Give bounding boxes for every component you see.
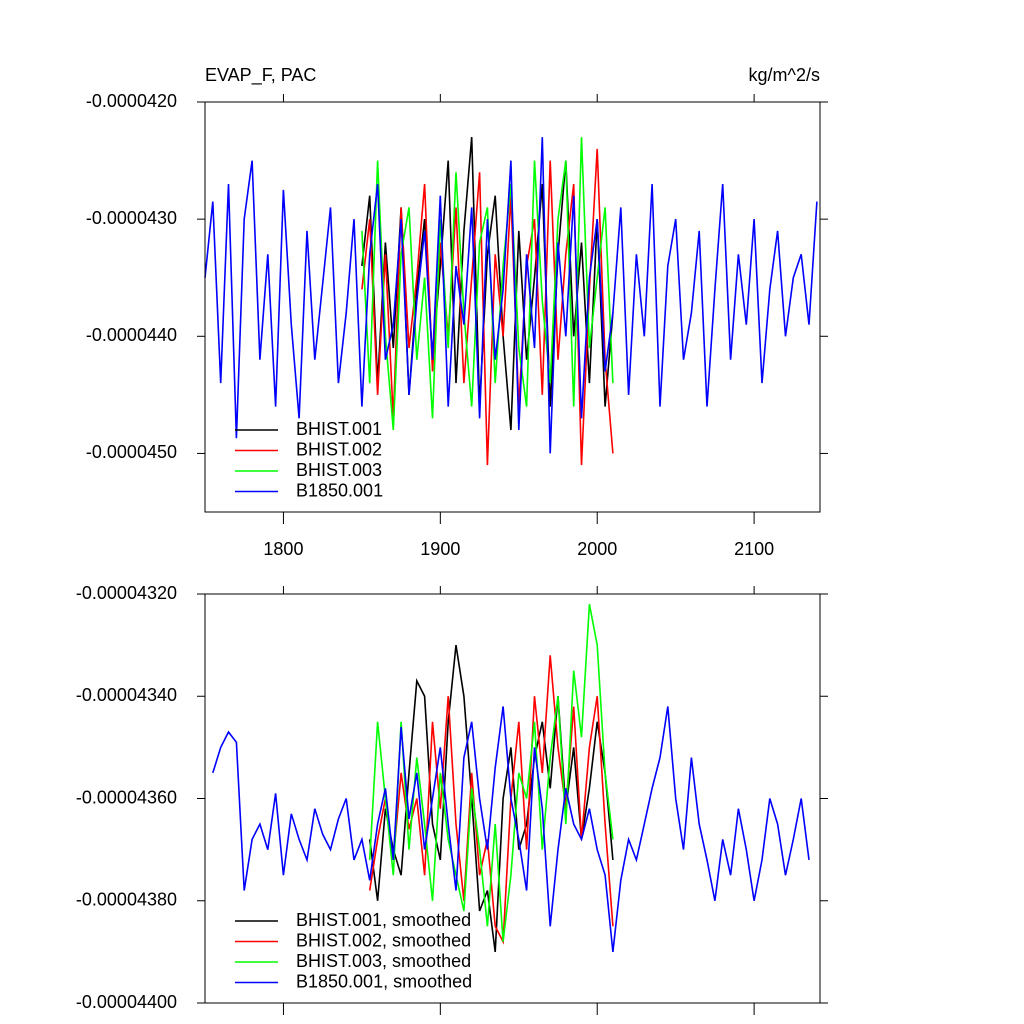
series-line [368, 604, 614, 942]
x-tick-label: 2100 [734, 539, 774, 559]
legend-label: BHIST.001, smoothed [296, 910, 471, 930]
chart-title: EVAP_F, PAC [205, 65, 316, 86]
x-tick-label: 1900 [420, 539, 460, 559]
x-tick-label: 2000 [577, 539, 617, 559]
legend-label: BHIST.003 [296, 460, 382, 480]
series-line [204, 137, 818, 454]
legend-label: B1850.001 [296, 480, 383, 500]
y-tick-label: -0.00004320 [76, 583, 177, 603]
y-tick-label: -0.0000440 [86, 325, 177, 345]
legend-label: BHIST.001 [296, 419, 382, 439]
legend-label: BHIST.002, smoothed [296, 930, 471, 950]
units-label: kg/m^2/s [749, 65, 820, 85]
plot-frame [204, 101, 821, 513]
y-tick-label: -0.00004400 [76, 992, 177, 1012]
series-line [368, 644, 614, 953]
y-tick-label: -0.0000450 [86, 442, 177, 462]
series-line [361, 137, 614, 431]
legend-label: B1850.001, smoothed [296, 971, 472, 991]
x-tick-label: 1800 [263, 539, 303, 559]
y-tick-label: -0.0000430 [86, 208, 177, 228]
y-tick-label: -0.00004380 [76, 890, 177, 910]
legend-label: BHIST.002 [296, 439, 382, 459]
legend-label: BHIST.003, smoothed [296, 951, 471, 971]
y-tick-label: -0.00004340 [76, 685, 177, 705]
series-line [212, 706, 810, 952]
series-line [361, 148, 614, 466]
y-tick-label: -0.00004360 [76, 787, 177, 807]
y-tick-label: -0.0000420 [86, 91, 177, 111]
